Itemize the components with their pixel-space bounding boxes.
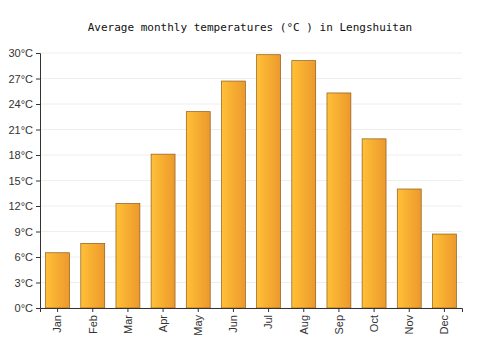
x-tick: Jun (227, 308, 239, 333)
x-tick-label: Sep (333, 315, 345, 335)
y-tick: 9°C (15, 226, 40, 238)
grid-line (40, 180, 462, 181)
bar (362, 139, 386, 308)
x-tick-label: Nov (403, 315, 415, 335)
x-tick-label: Apr (157, 315, 169, 332)
x-tick-mark (338, 308, 339, 312)
y-tick-label: 6°C (15, 251, 34, 263)
x-axis-line (41, 309, 463, 313)
x-tick-mark (303, 308, 304, 312)
y-tick-label: 15°C (8, 175, 33, 187)
y-tick-mark (36, 79, 40, 80)
x-tick: Sep (333, 308, 345, 335)
y-tick: 12°C (8, 200, 40, 212)
y-tick: 27°C (8, 73, 40, 85)
x-tick-label: May (192, 315, 204, 336)
y-tick-label: 9°C (15, 226, 34, 238)
x-tick-label: Dec (438, 315, 450, 335)
x-tick-label: Jan (51, 315, 63, 333)
bar (186, 112, 210, 308)
plot: 0°C 3°C 6°C 9°C 12°C 15°C 18°C 21°C 24°C 27°C 30°C… (8, 47, 462, 336)
x-tick-label: Jun (227, 315, 239, 333)
y-tick-mark (36, 257, 40, 258)
x-tick-mark (444, 308, 445, 312)
x-tick: Feb (87, 308, 99, 334)
bar (221, 81, 245, 308)
y-tick-label: 3°C (15, 277, 34, 289)
x-tick: Apr (157, 308, 169, 332)
y-tick-label: 30°C (8, 47, 33, 59)
y-tick: 0°C (15, 302, 40, 314)
bar (327, 93, 351, 308)
x-tick-label: Feb (87, 315, 99, 334)
x-tick-label: Jul (262, 315, 274, 329)
x-tick-label: Oct (368, 315, 380, 332)
grid-line (40, 155, 462, 156)
x-tick: Jul (262, 308, 274, 329)
x-tick-mark (268, 308, 269, 312)
bar (81, 243, 105, 308)
y-tick-label: 27°C (8, 73, 33, 85)
bar (116, 203, 140, 308)
x-tick: Oct (368, 308, 380, 332)
grid-line (40, 104, 462, 105)
y-tick: 18°C (8, 149, 40, 161)
bar (151, 154, 175, 308)
y-tick-label: 12°C (8, 200, 33, 212)
title: Average monthly temperatures (°C ) in Le… (88, 21, 413, 34)
x-tick-label: Mar (122, 315, 134, 334)
y-tick: 21°C (8, 124, 40, 136)
y-tick: 24°C (8, 98, 40, 110)
y-tick-label: 0°C (15, 302, 34, 314)
x-tick-label: Aug (298, 315, 310, 335)
y-tick: 30°C (8, 47, 40, 59)
bar (397, 189, 421, 308)
y-tick-mark (36, 206, 40, 207)
bar (432, 234, 456, 308)
y-tick-label: 21°C (8, 124, 33, 136)
y-tick-label: 18°C (8, 149, 33, 161)
y-axis: 0°C 3°C 6°C 9°C 12°C 15°C 18°C 21°C 24°C 27°C 30°C (8, 47, 40, 314)
x-tick-mark (198, 308, 199, 312)
y-tick-mark (36, 283, 40, 284)
x-tick-mark (163, 308, 164, 312)
x-tick: Nov (403, 308, 415, 335)
grid (40, 53, 462, 308)
y-tick-label: 24°C (8, 98, 33, 110)
y-tick-mark (36, 181, 40, 182)
grid-line (40, 129, 462, 130)
bar (257, 55, 281, 308)
x-tick: Aug (298, 308, 310, 335)
x-tick-mark (127, 308, 128, 312)
x-axis: Jan Feb Mar Apr May Jun Jul Aug Sep Oct Nov Dec (41, 308, 463, 336)
y-tick: 6°C (15, 251, 40, 263)
x-tick-mark (233, 308, 234, 312)
bar (292, 61, 316, 308)
y-tick-mark (36, 130, 40, 131)
x-tick: May (192, 308, 204, 336)
y-tick-mark (36, 104, 40, 105)
bar (46, 253, 70, 308)
x-tick: Mar (122, 308, 134, 334)
grid-line (40, 53, 462, 54)
y-tick-mark (36, 308, 40, 309)
x-tick-mark (374, 308, 375, 312)
y-tick: 3°C (15, 277, 40, 289)
grid-line (40, 78, 462, 79)
chart: 0°C 3°C 6°C 9°C 12°C 15°C 18°C 21°C 24°C 27°C 30°C… (0, 0, 500, 350)
y-tick-mark (36, 53, 40, 54)
y-tick-mark (36, 155, 40, 156)
x-tick: Dec (438, 308, 450, 335)
y-tick: 15°C (8, 175, 40, 187)
x-tick-mark (92, 308, 93, 312)
y-tick-mark (36, 232, 40, 233)
x-tick: Jan (51, 308, 63, 333)
x-tick-mark (409, 308, 410, 312)
x-tick-mark (57, 308, 58, 312)
y-axis-line (36, 54, 41, 309)
bars (46, 55, 457, 308)
